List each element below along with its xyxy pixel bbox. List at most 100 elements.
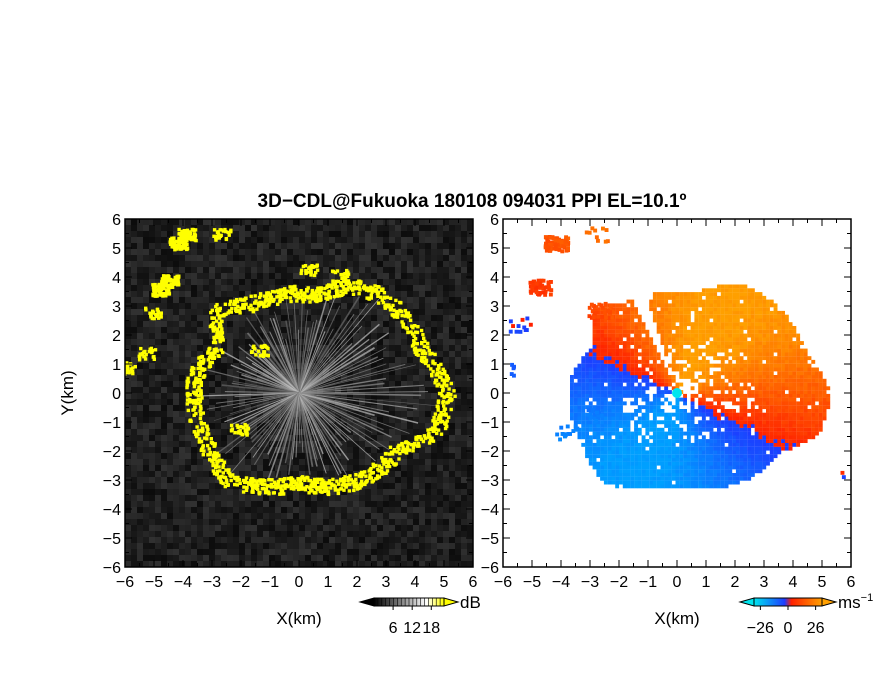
- noise-cell: [425, 303, 431, 309]
- noise-cell: [197, 297, 203, 303]
- noise-cell: [293, 507, 299, 513]
- noise-cell: [281, 261, 287, 267]
- noise-cell: [149, 375, 155, 381]
- noise-cell: [221, 375, 227, 381]
- noise-cell: [413, 291, 419, 297]
- noise-cell: [131, 561, 137, 567]
- noise-cell: [449, 435, 455, 441]
- noise-cell: [467, 561, 473, 567]
- noise-cell: [275, 231, 281, 237]
- noise-cell: [143, 369, 149, 375]
- noise-cell: [341, 507, 347, 513]
- noise-cell: [371, 315, 377, 321]
- noise-cell: [197, 555, 203, 561]
- noise-cell: [443, 285, 449, 291]
- noise-cell: [407, 255, 413, 261]
- noise-cell: [425, 393, 431, 399]
- noise-cell: [125, 429, 131, 435]
- noise-cell: [401, 489, 407, 495]
- noise-cell: [137, 285, 143, 291]
- noise-cell: [185, 333, 191, 339]
- noise-cell: [371, 507, 377, 513]
- noise-cell: [167, 351, 173, 357]
- noise-cell: [137, 255, 143, 261]
- noise-cell: [431, 321, 437, 327]
- noise-cell: [137, 477, 143, 483]
- noise-cell: [203, 561, 209, 567]
- noise-cell: [419, 447, 425, 453]
- echo-cell: [176, 283, 179, 286]
- noise-cell: [131, 333, 137, 339]
- echo-cell: [232, 303, 235, 306]
- noise-cell: [443, 501, 449, 507]
- noise-cell: [389, 243, 395, 249]
- noise-cell: [437, 267, 443, 273]
- noise-cell: [281, 519, 287, 525]
- noise-cell: [251, 561, 257, 567]
- noise-cell: [371, 279, 377, 285]
- noise-cell: [305, 231, 311, 237]
- noise-cell: [449, 291, 455, 297]
- noise-cell: [329, 525, 335, 531]
- noise-cell: [251, 513, 257, 519]
- noise-cell: [443, 477, 449, 483]
- noise-cell: [173, 429, 179, 435]
- noise-cell: [461, 351, 467, 357]
- noise-cell: [281, 471, 287, 477]
- noise-cell: [233, 531, 239, 537]
- noise-cell: [125, 237, 131, 243]
- noise-cell: [395, 321, 401, 327]
- noise-cell: [227, 453, 233, 459]
- noise-cell: [401, 507, 407, 513]
- noise-cell: [215, 363, 221, 369]
- noise-cell: [149, 423, 155, 429]
- echo-cell: [170, 241, 173, 244]
- echo-cell: [436, 384, 439, 387]
- noise-cell: [167, 363, 173, 369]
- echo-cell: [244, 303, 247, 306]
- noise-cell: [425, 225, 431, 231]
- echo-cell: [435, 373, 438, 376]
- noise-cell: [455, 531, 461, 537]
- noise-cell: [215, 549, 221, 555]
- echo-cell: [195, 434, 198, 437]
- noise-cell: [191, 537, 197, 543]
- noise-cell: [197, 327, 203, 333]
- noise-cell: [179, 261, 185, 267]
- noise-cell: [125, 423, 131, 429]
- noise-cell: [467, 411, 473, 417]
- noise-cell: [449, 363, 455, 369]
- noise-cell: [389, 225, 395, 231]
- echo-cell: [199, 393, 202, 396]
- echo-cell: [415, 353, 418, 356]
- noise-cell: [131, 387, 137, 393]
- noise-cell: [461, 255, 467, 261]
- noise-cell: [383, 339, 389, 345]
- noise-cell: [167, 303, 173, 309]
- noise-cell: [227, 489, 233, 495]
- noise-cell: [407, 375, 413, 381]
- noise-cell: [275, 309, 281, 315]
- echo-cell: [295, 299, 298, 302]
- noise-cell: [179, 255, 185, 261]
- echo-cell: [215, 473, 218, 476]
- noise-cell: [257, 465, 263, 471]
- noise-cell: [209, 381, 215, 387]
- noise-cell: [167, 225, 173, 231]
- noise-cell: [275, 501, 281, 507]
- echo-cell: [319, 297, 322, 300]
- noise-cell: [437, 447, 443, 453]
- noise-cell: [155, 219, 161, 225]
- noise-cell: [347, 237, 353, 243]
- noise-cell: [347, 513, 353, 519]
- noise-cell: [305, 219, 311, 225]
- noise-cell: [173, 543, 179, 549]
- noise-cell: [431, 291, 437, 297]
- noise-cell: [149, 483, 155, 489]
- noise-cell: [461, 237, 467, 243]
- noise-cell: [131, 465, 137, 471]
- noise-cell: [131, 345, 137, 351]
- noise-cell: [167, 219, 173, 225]
- noise-cell: [149, 333, 155, 339]
- noise-cell: [407, 483, 413, 489]
